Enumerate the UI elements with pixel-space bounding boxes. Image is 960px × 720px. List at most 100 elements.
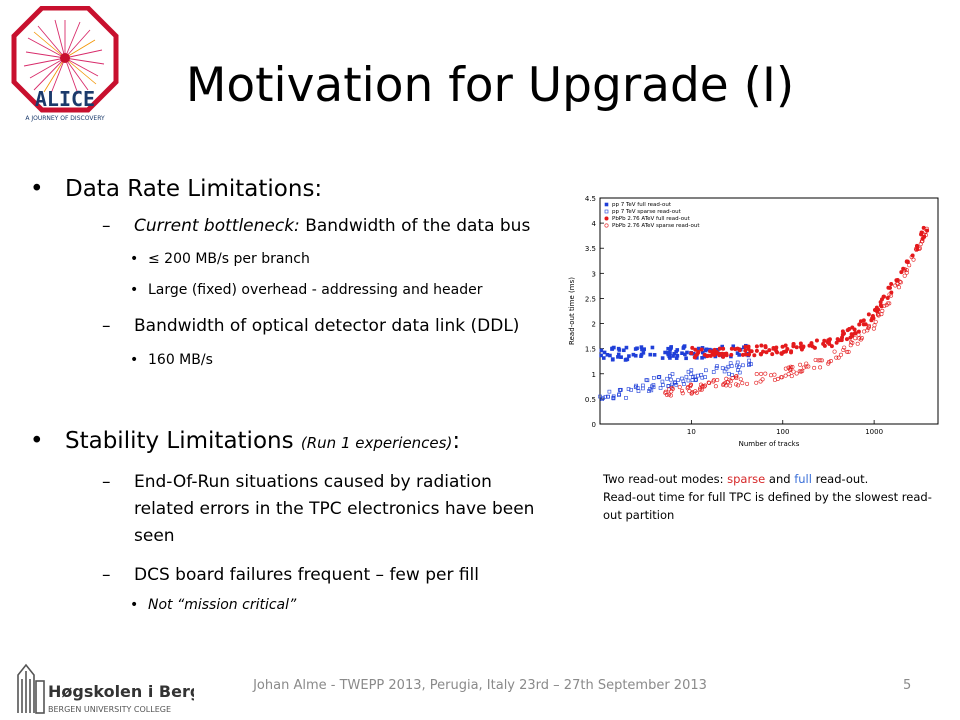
series-point [853,336,858,341]
series-point [690,345,695,350]
series-point [783,343,788,348]
series-point [902,268,907,273]
series-point [652,376,656,380]
series-point [648,352,653,357]
series-point [686,378,691,383]
series-point [712,347,717,352]
series-point [734,376,739,381]
series-point [819,358,824,363]
series-point [601,356,606,360]
series-point [668,348,672,352]
series-point [857,322,862,327]
series-point [660,379,665,384]
series-point [885,301,890,306]
series-point [885,295,890,300]
series-point [838,352,843,357]
series-point [737,370,742,375]
series-point [829,344,834,349]
series-point [845,328,850,333]
series-point [611,394,616,399]
series-point [763,371,768,376]
legend-marker [604,223,609,228]
series-point [703,375,707,379]
series-point [846,349,851,354]
x-tick-label: 10 [687,428,696,436]
series-point [909,254,914,259]
series-point [601,396,605,401]
series-point [692,355,697,360]
series-point [682,382,686,386]
series-point [902,273,907,278]
series-point [839,338,844,343]
series-point [689,372,693,376]
series-point [667,392,672,397]
y-tick-label: 0 [592,421,596,429]
series-point [738,377,743,382]
series-point [682,344,687,348]
series-point [850,325,855,330]
y-tick-label: 3.5 [585,245,596,253]
series-point [607,389,612,394]
series-point [677,385,682,390]
series-point [647,389,651,393]
bullet-dot: • [130,352,139,368]
series-point [624,396,628,400]
plot-area: 0 0.5 1 1.5 2 2.5 3 3.5 4 4.5 10 100 1000 Number of t… [568,195,939,448]
series-point [794,371,799,376]
series-point [680,388,685,393]
series-point [661,383,665,387]
series-point [650,345,655,350]
end-of-run-line2: related errors in the TPC electronics ha… [134,499,535,519]
series-point [911,257,916,262]
series-point [724,366,729,371]
stability-heading-note: (Run 1 experiences) [300,434,453,452]
series-point [729,352,734,357]
series-point [866,325,871,330]
college-logo: Høgskolen i Bergen BERGEN UNIVERSITY COL… [17,663,194,714]
series-point [624,345,629,350]
series-point [633,385,638,389]
series-point [770,352,775,357]
series-point [827,341,832,346]
series-point [611,396,616,401]
series-point [727,377,732,382]
series-point [768,373,773,378]
bottleneck-item: Current bottleneck: Bandwidth of the dat… [134,216,530,236]
series-point [721,346,726,351]
series-point [914,243,919,248]
series-point [689,351,694,356]
series-point [672,351,677,356]
series-point [693,347,698,352]
series-point [735,360,740,365]
series-point [708,349,713,354]
series-point [649,384,654,389]
series-point [608,353,612,358]
series-point [707,381,712,386]
series-point [717,353,722,358]
series-point [610,347,614,351]
series-point [619,355,623,359]
series-point [918,242,923,247]
series-point [760,377,765,382]
series-point [779,351,784,356]
series-point [639,345,644,349]
alice-wordmark: ALICE [35,87,95,111]
series-point [622,348,626,353]
end-of-run-line1: End-Of-Run situations caused by radiatio… [134,472,492,492]
series-point [599,348,604,353]
stability-heading-colon: : [452,428,461,454]
series-point [726,364,731,369]
series-point [783,366,788,371]
college-subtitle: BERGEN UNIVERSITY COLLEGE [48,705,171,714]
series-point [700,384,705,389]
series-point [747,358,751,363]
series-point [887,292,892,297]
series-point [758,352,763,357]
series-point [713,384,718,389]
series-point [899,270,904,275]
data-rate-heading: Data Rate Limitations: [65,176,323,202]
series-point [675,348,680,352]
legend-label: pp 7 TeV sparse read-out [612,209,682,215]
series-point [652,353,657,357]
series-point [904,268,909,273]
